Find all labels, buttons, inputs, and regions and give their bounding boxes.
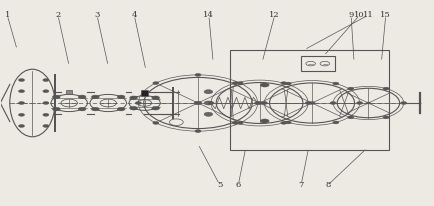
Circle shape (285, 121, 291, 124)
Circle shape (285, 82, 291, 85)
Text: 3: 3 (94, 11, 99, 19)
Circle shape (347, 87, 353, 90)
Circle shape (91, 95, 99, 99)
Circle shape (78, 95, 86, 99)
Circle shape (254, 102, 260, 104)
Circle shape (261, 102, 267, 104)
Circle shape (356, 102, 362, 104)
Text: 8: 8 (325, 181, 330, 189)
Text: 14: 14 (203, 11, 214, 19)
Text: 4: 4 (131, 11, 137, 19)
Circle shape (232, 121, 238, 124)
Circle shape (43, 90, 49, 93)
Circle shape (194, 101, 201, 105)
Circle shape (332, 121, 338, 124)
Circle shape (280, 82, 286, 85)
Circle shape (152, 82, 158, 84)
Circle shape (78, 107, 86, 111)
Text: 7: 7 (298, 181, 303, 189)
Text: 9: 9 (348, 11, 353, 19)
Text: 11: 11 (362, 11, 373, 19)
Circle shape (304, 102, 310, 104)
Text: 2: 2 (55, 11, 60, 19)
Bar (66, 90, 72, 94)
Text: 15: 15 (379, 11, 390, 19)
Text: 6: 6 (235, 181, 240, 189)
Circle shape (237, 122, 243, 124)
Text: 12: 12 (269, 11, 279, 19)
Circle shape (256, 102, 262, 104)
Circle shape (204, 101, 212, 105)
Circle shape (43, 124, 49, 127)
Circle shape (135, 102, 141, 104)
Circle shape (207, 102, 214, 104)
Circle shape (365, 102, 370, 104)
Circle shape (194, 130, 201, 133)
Circle shape (329, 102, 335, 104)
Bar (141, 90, 148, 96)
Circle shape (19, 124, 24, 127)
Circle shape (19, 113, 24, 116)
Circle shape (43, 113, 49, 116)
Circle shape (260, 83, 269, 87)
Text: 5: 5 (217, 181, 222, 189)
Circle shape (204, 112, 212, 116)
Circle shape (382, 116, 388, 119)
Circle shape (260, 119, 269, 123)
Circle shape (308, 102, 314, 104)
Circle shape (232, 82, 238, 85)
Circle shape (129, 96, 137, 100)
Circle shape (332, 82, 338, 85)
Circle shape (151, 106, 159, 110)
Circle shape (91, 107, 99, 111)
Circle shape (117, 107, 125, 111)
Circle shape (129, 106, 137, 110)
Circle shape (347, 116, 353, 119)
Circle shape (151, 96, 159, 100)
Circle shape (117, 95, 125, 99)
Circle shape (237, 82, 243, 84)
Circle shape (19, 90, 24, 93)
Bar (229, 50, 388, 150)
Text: 10: 10 (354, 11, 364, 19)
Circle shape (194, 73, 201, 76)
Circle shape (400, 102, 406, 104)
Circle shape (152, 122, 158, 124)
Circle shape (53, 107, 60, 111)
Circle shape (43, 79, 49, 82)
Circle shape (53, 95, 60, 99)
Circle shape (19, 79, 24, 82)
Text: 1: 1 (4, 11, 10, 19)
Bar (300, 56, 334, 71)
Circle shape (19, 102, 24, 104)
Circle shape (382, 87, 388, 90)
Circle shape (280, 121, 286, 124)
Circle shape (43, 102, 49, 104)
Circle shape (204, 90, 212, 94)
